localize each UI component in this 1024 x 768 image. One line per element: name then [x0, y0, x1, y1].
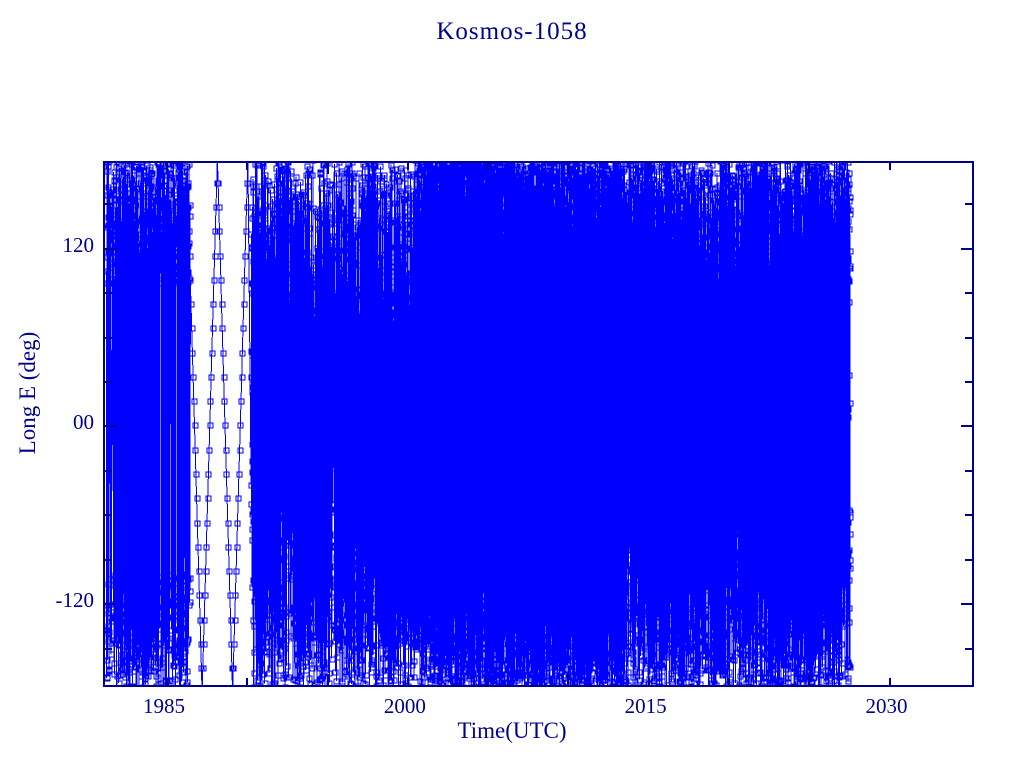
tick-left — [105, 247, 116, 250]
tick-bottom — [727, 678, 730, 685]
series-markers — [105, 163, 854, 685]
tick-bottom — [567, 674, 570, 685]
tick-bottom — [406, 678, 409, 685]
tick-top — [246, 163, 249, 170]
y-tick-label: 120 — [62, 232, 95, 257]
tick-right — [965, 380, 972, 383]
tick-left — [105, 203, 112, 206]
tick-left — [105, 603, 116, 606]
x-tick-label: 2030 — [865, 694, 908, 718]
tick-right — [961, 425, 972, 428]
tick-bottom — [487, 678, 490, 685]
tick-top — [727, 163, 730, 170]
tick-top — [166, 163, 168, 170]
tick-left — [105, 558, 112, 561]
tick-left — [105, 514, 112, 517]
tick-top — [567, 163, 570, 174]
y-tick-label: -120 — [55, 588, 95, 613]
x-axis-title: Time(UTC) — [457, 718, 567, 743]
tick-right — [965, 203, 972, 206]
tick-bottom — [326, 674, 329, 685]
tick-bottom — [166, 678, 168, 685]
tick-top — [808, 163, 811, 174]
tick-bottom — [808, 674, 811, 685]
tick-top — [487, 163, 490, 170]
tick-top — [406, 163, 409, 170]
tick-right — [965, 336, 972, 339]
tick-bottom — [647, 678, 650, 685]
data-series-canvas — [105, 163, 854, 685]
tick-top — [888, 163, 891, 170]
tick-right — [965, 292, 972, 295]
tick-top — [326, 163, 329, 174]
tick-right — [965, 558, 972, 561]
x-tick-label: 2015 — [624, 694, 667, 718]
tick-right — [965, 469, 972, 472]
tick-left — [105, 380, 112, 383]
tick-right — [965, 514, 972, 517]
x-tick-label: 1985 — [143, 694, 185, 718]
tick-right — [965, 647, 972, 650]
x-tick-label: 2000 — [383, 694, 426, 718]
y-tick-label: 00 — [73, 410, 94, 435]
tick-left — [105, 425, 116, 428]
tick-left — [105, 292, 112, 295]
plot-frame — [103, 161, 974, 687]
tick-bottom — [888, 678, 891, 685]
plot-area — [105, 163, 972, 685]
tick-right — [961, 247, 972, 250]
y-axis-title: Long E (deg) — [15, 331, 40, 455]
chart-title: Kosmos-1058 — [436, 18, 588, 45]
tick-top — [647, 163, 650, 170]
tick-right — [961, 603, 972, 606]
tick-left — [105, 336, 112, 339]
tick-bottom — [246, 678, 249, 685]
tick-left — [105, 647, 112, 650]
tick-left — [105, 469, 112, 472]
